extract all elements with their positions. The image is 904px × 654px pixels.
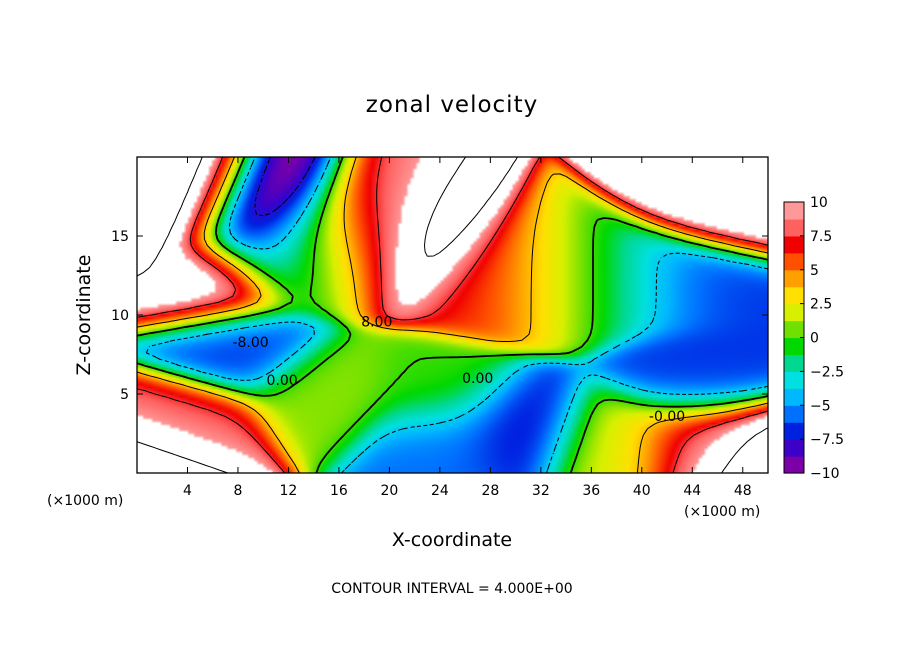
colorbar-tick-label-0: 10 [810,195,828,211]
colorbar-swatch-8 [784,320,804,339]
contour-label-1: -8.00 [232,335,268,351]
colorbar-swatch-12 [784,252,804,271]
colorbar-swatch-7 [784,337,804,356]
contour-label-4: -0.00 [649,409,685,425]
x-axis: 4 8 12 16 20 24 28 32 36 40 44 48 [183,157,752,499]
colorbar-swatch-6 [784,354,804,372]
x-tick-label-8: 36 [582,483,600,499]
contour-8 [137,157,768,473]
y-axis-label: Z-coordinate [73,255,95,376]
x-tick-label-2: 12 [280,483,298,499]
x-tick-label-10: 44 [683,483,701,499]
x-tick-label-9: 40 [633,483,651,499]
x-tick-label-11: 48 [734,483,752,499]
contour-neg8 [254,157,316,217]
y-tick-label-2: 15 [111,229,129,245]
velocity-field [137,157,768,473]
x-tick-label-5: 24 [431,483,449,499]
colorbar-swatch-1 [784,439,804,457]
contour-12 [137,157,768,473]
contour-neg4 [145,157,768,473]
colorbar-tick-label-4: 0 [810,331,819,347]
y-tick-label-0: 5 [120,387,129,403]
colorbar-swatch-10 [784,286,804,305]
colorbar-swatch-3 [784,405,804,423]
colorbar-swatch-13 [784,235,804,254]
colorbar-swatch-4 [784,388,804,406]
contour-label-2: 0.00 [267,373,298,389]
colorbar-tick-label-7: −7.5 [810,432,844,448]
plot-area: 8.00 -8.00 0.00 0.00 -0.00 [137,157,768,473]
colorbar-tick-label-2: 5 [810,263,819,279]
x-tick-label-0: 4 [183,483,192,499]
colorbar-swatch-15 [784,202,804,220]
x-tick-label-1: 8 [233,483,242,499]
colorbar-tick-label-6: −5 [810,398,831,414]
colorbar-swatch-0 [784,456,804,474]
colorbar-tick-label-5: −2.5 [810,364,844,380]
colorbar-swatch-14 [784,218,804,237]
colorbar: 10 7.5 5 2.5 0 −2.5 −5 −7.5 −10 [783,195,844,482]
colorbar-tick-label-8: −10 [810,466,840,482]
contour-4 [137,157,768,473]
x-unit-left: (×1000 m) [47,493,123,509]
colorbar-tick-label-1: 7.5 [810,229,832,245]
colorbar-swatch-2 [784,422,804,440]
y-tick-label-1: 10 [111,308,129,324]
contour-lines [137,157,768,473]
x-tick-label-3: 16 [330,483,348,499]
x-tick-label-7: 32 [532,483,550,499]
x-tick-label-4: 20 [380,483,398,499]
contour-label-3: 0.00 [462,371,493,387]
x-tick-label-6: 28 [481,483,499,499]
colorbar-swatch-9 [784,303,804,322]
chart-title: zonal velocity [366,92,538,118]
contour-0 [137,157,768,473]
x-axis-label: X-coordinate [392,529,512,551]
colorbar-swatch-5 [784,371,804,389]
colorbar-tick-label-3: 2.5 [810,297,832,313]
contour-labels: 8.00 -8.00 0.00 0.00 -0.00 [232,314,685,425]
colorbar-swatch-11 [784,269,804,288]
y-axis: 5 10 15 [111,229,768,403]
contour-label-0: 8.00 [361,314,392,330]
x-unit-right: (×1000 m) [684,504,760,520]
contour-interval-note: CONTOUR INTERVAL = 4.000E+00 [331,581,572,597]
